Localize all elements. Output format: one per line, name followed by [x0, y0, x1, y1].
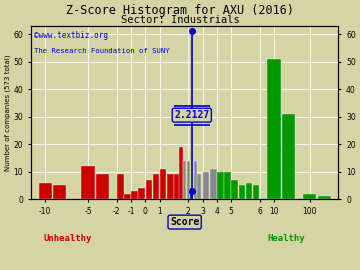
Bar: [246, 183, 252, 199]
Bar: [81, 166, 95, 199]
Text: ©www.textbiz.org: ©www.textbiz.org: [34, 31, 108, 40]
Bar: [179, 147, 183, 199]
Bar: [183, 161, 186, 199]
Bar: [174, 174, 181, 199]
Text: The Research Foundation of SUNY: The Research Foundation of SUNY: [34, 48, 170, 54]
Bar: [145, 180, 152, 199]
Bar: [210, 169, 217, 199]
Bar: [194, 161, 197, 199]
Bar: [53, 185, 66, 199]
Bar: [124, 194, 131, 199]
Bar: [217, 171, 224, 199]
Text: Unhealthy: Unhealthy: [44, 234, 92, 243]
Bar: [239, 185, 245, 199]
Bar: [153, 174, 159, 199]
Bar: [282, 114, 295, 199]
Bar: [131, 191, 138, 199]
Text: Sector: Industrials: Sector: Industrials: [121, 15, 239, 25]
Bar: [117, 174, 123, 199]
Bar: [318, 196, 331, 199]
Bar: [39, 183, 52, 199]
Bar: [267, 59, 281, 199]
Bar: [139, 188, 145, 199]
Bar: [224, 171, 231, 199]
Bar: [231, 180, 238, 199]
Text: 2.2127: 2.2127: [174, 110, 210, 120]
Bar: [186, 161, 190, 199]
Bar: [197, 174, 201, 199]
X-axis label: Score: Score: [170, 217, 199, 227]
Bar: [160, 169, 166, 199]
Bar: [96, 174, 109, 199]
Y-axis label: Number of companies (573 total): Number of companies (573 total): [4, 54, 11, 171]
Bar: [203, 171, 210, 199]
Text: Z-Score Histogram for AXU (2016): Z-Score Histogram for AXU (2016): [66, 4, 294, 17]
Bar: [253, 185, 260, 199]
Bar: [167, 174, 174, 199]
Bar: [190, 188, 193, 199]
Bar: [303, 194, 316, 199]
Text: Healthy: Healthy: [267, 234, 305, 243]
